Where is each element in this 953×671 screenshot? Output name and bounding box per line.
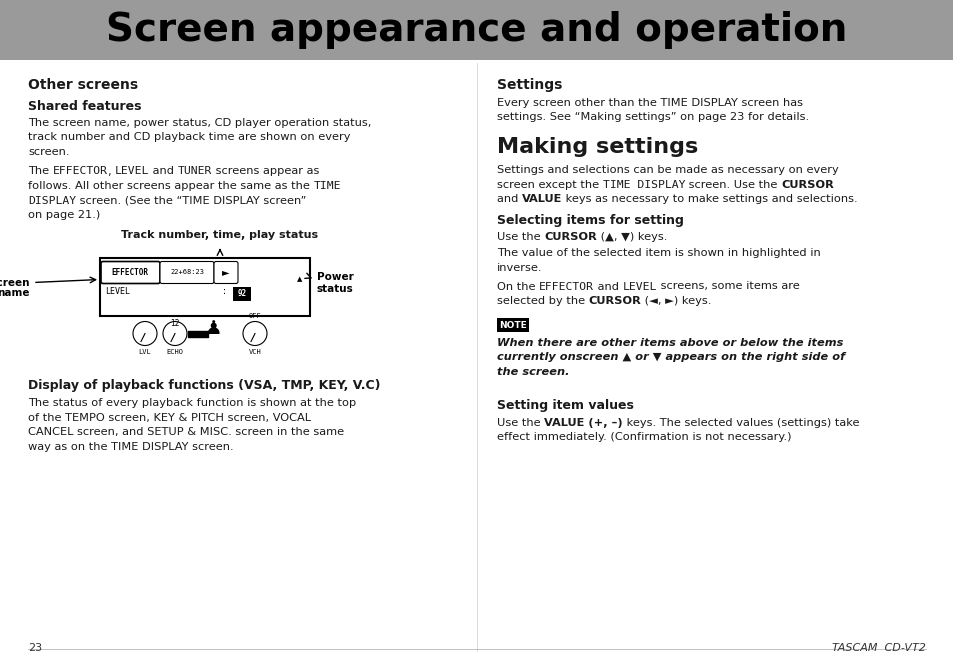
Text: screen.: screen. [28, 147, 70, 157]
Text: LEVEL: LEVEL [115, 166, 150, 176]
Text: TIME DISPLAY: TIME DISPLAY [602, 180, 684, 189]
Text: 92: 92 [237, 289, 247, 298]
Text: keys as necessary to make settings and selections.: keys as necessary to make settings and s… [561, 194, 857, 204]
Text: effect immediately. (Confirmation is not necessary.): effect immediately. (Confirmation is not… [497, 432, 791, 442]
Text: When there are other items above or below the items: When there are other items above or belo… [497, 338, 842, 348]
Text: and: and [150, 166, 178, 176]
Text: ,: , [108, 166, 115, 176]
Text: ♟: ♟ [204, 319, 221, 338]
Text: (◄, ►) keys.: (◄, ►) keys. [640, 296, 711, 306]
Bar [233, 287, 251, 301]
Text: and: and [497, 194, 521, 204]
Text: Every screen other than the TIME DISPLAY screen has: Every screen other than the TIME DISPLAY… [497, 98, 802, 108]
Text: The value of the selected item is shown in highlighted in: The value of the selected item is shown … [497, 248, 820, 258]
Text: Settings and selections can be made as necessary on every: Settings and selections can be made as n… [497, 165, 838, 175]
Text: :: : [222, 287, 227, 297]
Text: track number and CD playback time are shown on every: track number and CD playback time are sh… [28, 132, 350, 142]
Text: selected by the: selected by the [497, 296, 588, 306]
Text: CANCEL screen, and SETUP & MISC. screen in the same: CANCEL screen, and SETUP & MISC. screen … [28, 427, 344, 437]
Text: and: and [594, 282, 622, 291]
Text: Setting item values: Setting item values [497, 399, 633, 413]
Text: follows. All other screens appear the same as the: follows. All other screens appear the sa… [28, 181, 314, 191]
Text: status: status [316, 284, 354, 293]
Text: screens, some items are: screens, some items are [657, 282, 799, 291]
Bar [497, 318, 529, 332]
Text: Use the: Use the [497, 417, 543, 427]
Text: TUNER: TUNER [178, 166, 213, 176]
Text: VCH: VCH [249, 350, 261, 356]
Text: TIME: TIME [314, 181, 340, 191]
FancyBboxPatch shape [101, 262, 160, 284]
Text: TASCAM  CD-VT2: TASCAM CD-VT2 [831, 643, 925, 653]
Text: Power: Power [316, 272, 354, 282]
Text: The screen name, power status, CD player operation status,: The screen name, power status, CD player… [28, 118, 371, 128]
Text: of the TEMPO screen, KEY & PITCH screen, VOCAL: of the TEMPO screen, KEY & PITCH screen,… [28, 413, 311, 423]
Text: 12: 12 [170, 319, 179, 329]
Text: screen. Use the: screen. Use the [684, 180, 781, 189]
Text: Screen: Screen [0, 278, 30, 287]
Text: inverse.: inverse. [497, 263, 542, 273]
Text: EFFECTOR: EFFECTOR [538, 282, 594, 291]
Text: screen. (See the “TIME DISPLAY screen”: screen. (See the “TIME DISPLAY screen” [76, 195, 306, 205]
Text: screens appear as: screens appear as [213, 166, 319, 176]
Text: currently onscreen ▲ or ▼ appears on the right side of: currently onscreen ▲ or ▼ appears on the… [497, 352, 844, 362]
Bar [0, 0, 953, 60]
Text: ►: ► [222, 268, 230, 278]
Text: ▲: ▲ [297, 276, 302, 282]
Text: LEVEL: LEVEL [622, 282, 657, 291]
Text: Making settings: Making settings [497, 137, 698, 157]
Text: EFFECTOR: EFFECTOR [112, 268, 149, 277]
Text: Display of playback functions (VSA, TMP, KEY, V.C): Display of playback functions (VSA, TMP,… [28, 378, 380, 391]
Bar [100, 258, 310, 315]
Text: Other screens: Other screens [28, 78, 138, 92]
FancyBboxPatch shape [160, 262, 213, 284]
Text: Selecting items for setting: Selecting items for setting [497, 214, 683, 227]
Text: LVL: LVL [138, 350, 152, 356]
Text: VALUE (+, –): VALUE (+, –) [543, 417, 622, 427]
Text: CURSOR: CURSOR [588, 296, 640, 306]
Text: (▲, ▼) keys.: (▲, ▼) keys. [597, 232, 667, 242]
Text: settings. See “Making settings” on page 23 for details.: settings. See “Making settings” on page … [497, 113, 808, 123]
Text: name: name [0, 289, 30, 299]
Text: EFFECTOR: EFFECTOR [52, 166, 108, 176]
Text: way as on the TIME DISPLAY screen.: way as on the TIME DISPLAY screen. [28, 442, 233, 452]
Text: On the: On the [497, 282, 538, 291]
Text: Settings: Settings [497, 78, 561, 92]
Text: VALUE: VALUE [521, 194, 561, 204]
Text: ECHO: ECHO [167, 350, 183, 356]
Text: Use the: Use the [497, 232, 543, 242]
Text: DISPLAY: DISPLAY [28, 195, 76, 205]
Text: Shared features: Shared features [28, 100, 141, 113]
Text: keys. The selected values (settings) take: keys. The selected values (settings) tak… [622, 417, 859, 427]
Text: CURSOR: CURSOR [781, 180, 833, 189]
Text: The status of every playback function is shown at the top: The status of every playback function is… [28, 399, 355, 409]
Text: Track number, time, play status: Track number, time, play status [121, 229, 318, 240]
Text: OFF: OFF [249, 313, 261, 319]
Text: The: The [28, 166, 52, 176]
Text: on page 21.): on page 21.) [28, 210, 100, 220]
Text: LEVEL: LEVEL [105, 287, 130, 297]
Text: 23: 23 [28, 643, 42, 653]
Text: 22+68:23: 22+68:23 [170, 270, 204, 276]
Text: the screen.: the screen. [497, 367, 569, 377]
Text: Screen appearance and operation: Screen appearance and operation [106, 11, 847, 49]
Text: NOTE: NOTE [498, 321, 526, 329]
Text: CURSOR: CURSOR [543, 232, 597, 242]
Text: screen except the: screen except the [497, 180, 602, 189]
FancyBboxPatch shape [213, 262, 237, 284]
